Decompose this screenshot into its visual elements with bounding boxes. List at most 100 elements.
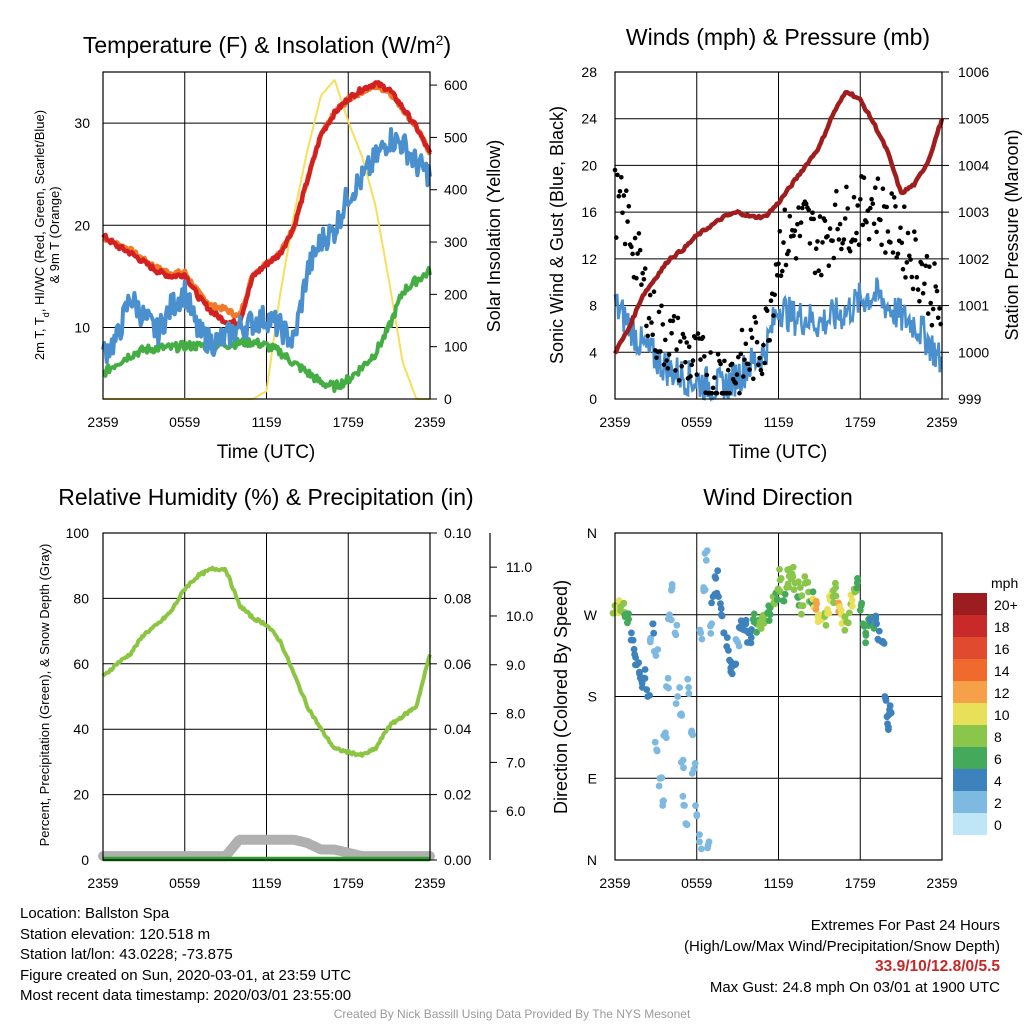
wind-panel-series [612,89,945,403]
wind-direction-point [717,605,725,612]
wind-direction-point [692,802,699,810]
wind-speed-legend-label: 18 [994,619,1010,635]
gust-point [617,189,623,194]
gust-point [912,229,917,234]
wind-direction-panel-frame [614,532,943,861]
wind-ytick: 20 [581,157,597,173]
max-gust: Max Gust: 24.8 mph On 03/01 at 1900 UTC [709,978,1000,996]
extremes-info: Extremes For Past 24 Hours (High/Low/Max… [684,916,1000,998]
gust-point [693,335,698,341]
gust-point [772,292,777,298]
wind-speed-legend-swatch [953,681,987,703]
gust-point [681,335,687,340]
wind-direction-point [630,645,638,653]
gust-point [645,333,650,339]
wind-direction-point [866,616,874,624]
wind-direction-point [732,636,740,643]
gust-point [891,195,897,200]
wind-xtick: 1159 [763,414,793,430]
gust-point [885,229,891,234]
wind-xtick: 0559 [681,414,712,430]
wind-direction-point [650,629,658,637]
wind-direction-point [620,599,628,607]
gust-point [782,207,788,213]
station-latlon: Station lat/lon: 43.0228; -73.875 [20,946,233,963]
wind-direction-xtick: 1759 [845,875,876,891]
gust-point [922,281,927,287]
series-hi-wc [101,127,432,364]
gust-point [841,237,847,242]
wind-direction-point [844,619,852,627]
wind-direction-point [696,838,703,846]
gust-point [810,210,815,215]
gust-point [812,270,818,276]
gust-point [778,273,784,279]
wind-direction-point [822,621,830,629]
wind-speed-legend-swatch [953,593,987,615]
wind-direction-point [685,684,692,691]
gust-point [683,360,688,365]
wind-direction-point [789,573,797,581]
wind-direction-point [679,792,687,800]
wind-direction-point [713,589,721,597]
gust-point [807,241,813,246]
wind-direction-point [701,549,709,557]
humidity-panel-grid [103,533,430,860]
wind-direction-point [676,684,683,691]
gust-point [928,300,933,306]
wind-direction-panel-title: Wind Direction [703,484,853,510]
gust-point [900,266,906,272]
wind-speed-legend-label: 8 [994,729,1002,745]
temperature-ytick: 20 [74,217,90,233]
wind-direction-point [801,573,809,580]
gust-point [879,242,884,248]
precip-ytick: 0.06 [444,656,471,672]
gust-point [888,240,893,245]
wind-speed-legend-swatch [953,813,987,835]
gust-point [902,204,907,209]
wind-direction-point [872,615,880,623]
wind-direction-point [668,581,676,588]
temperature-panel-xlabel: Time (UTC) [217,442,316,463]
snow-ytick: 9.0 [506,657,526,673]
wind-direction-point [702,556,710,564]
insolation-ytick: 300 [444,234,468,250]
wind-direction-point [836,603,843,611]
wind-direction-point [832,579,839,587]
wind-xtick: 2359 [926,414,957,430]
temperature-panel-ticks: 2359 0559 1159 1759 235910203001002003004005… [74,77,467,430]
wind-direction-point [875,627,883,635]
humidity-panel-title: Relative Humidity (%) & Precipitation (i… [58,484,473,510]
wind-speed-legend-swatch [953,747,987,769]
gust-point [924,253,930,259]
wind-panel: Winds (mph) & Pressure (mb) 2359 0559 1159… [547,24,1022,463]
humidity-ytick: 80 [73,590,89,606]
gust-point [816,268,821,274]
pressure-ytick: 1003 [958,204,989,220]
gust-point [637,247,643,253]
gust-point [675,315,681,321]
wind-direction-point [830,599,837,607]
wind-panel-grid [615,72,942,399]
gust-point [630,251,635,257]
gust-point [712,375,717,380]
gust-point [671,314,677,319]
gust-point [796,205,801,210]
wind-direction-point [678,712,686,719]
gust-point [933,284,938,289]
gust-point [660,322,666,327]
gust-point [875,176,881,181]
gust-point [822,218,828,223]
gust-point [795,221,800,227]
temperature-panel: Temperature (F) & Insolation (W/m2) 2359… [32,32,504,463]
gust-point [923,263,928,269]
gust-point [736,354,741,360]
wind-direction-point [698,635,706,643]
gust-point [702,354,707,359]
wind-ytick: 0 [589,391,597,407]
gust-point [654,355,659,361]
temperature-panel-frame [102,71,431,400]
gust-point [751,376,756,382]
gust-point [803,201,809,207]
